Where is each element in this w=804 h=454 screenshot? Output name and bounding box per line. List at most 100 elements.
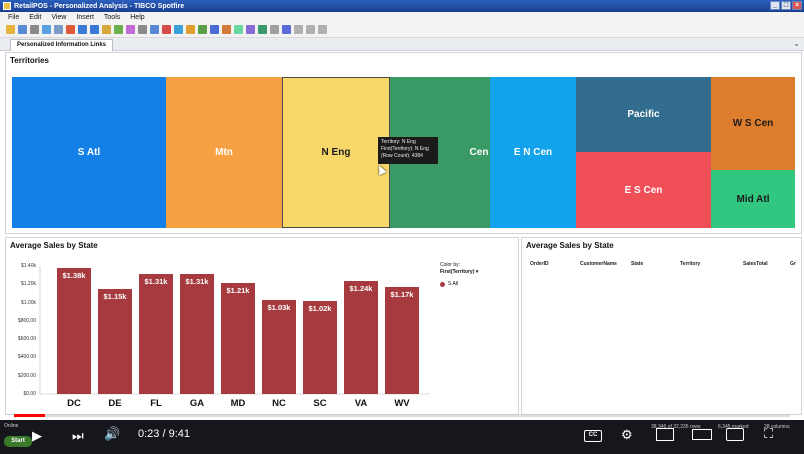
legend-color-by-select[interactable]: First(Territory) ▾: [440, 269, 479, 275]
y-tick-label: $200.00: [17, 372, 36, 379]
undo-icon[interactable]: [78, 25, 87, 34]
tooltip-line: Territory: N Eng: [381, 139, 416, 145]
pie-chart-icon[interactable]: [198, 25, 207, 34]
column-header-state[interactable]: State: [631, 261, 644, 267]
tooltip-line: First(Territory): N Eng: [381, 146, 429, 152]
treemap-cell-s-atl[interactable]: S Atl: [12, 77, 166, 228]
legend-item[interactable]: S Atl: [440, 281, 478, 287]
video-progress-fill: [14, 414, 46, 417]
line-chart-icon[interactable]: [174, 25, 183, 34]
menu-tools[interactable]: Tools: [103, 13, 121, 21]
treemap-cell-e-s-cen[interactable]: E S Cen: [576, 152, 711, 228]
table-panel: [521, 237, 802, 415]
bar-value-label: $1.15k: [103, 291, 127, 301]
theater-mode-icon[interactable]: [692, 429, 712, 440]
video-progress-bar[interactable]: [14, 414, 790, 417]
bar-ga[interactable]: [180, 274, 214, 394]
details-icon[interactable]: [114, 25, 123, 34]
bar-nc[interactable]: [262, 299, 296, 394]
layout-split-icon[interactable]: [306, 25, 315, 34]
bar-dc[interactable]: [57, 267, 91, 394]
app-icon: [3, 2, 11, 10]
cut-icon[interactable]: [66, 25, 75, 34]
text-area-icon[interactable]: [270, 25, 279, 34]
layout-stack-icon[interactable]: [318, 25, 327, 34]
bar-value-label: $1.31k: [185, 277, 209, 287]
menu-file[interactable]: File: [8, 13, 20, 21]
column-header-orderid[interactable]: OrderID: [530, 261, 549, 267]
scatter-plot-icon[interactable]: [210, 25, 219, 34]
tab-personalized-information-links[interactable]: Personalized Information Links: [10, 39, 114, 51]
column-header-territory[interactable]: Territory: [680, 261, 701, 267]
status-online: Online: [4, 423, 19, 429]
settings-icon[interactable]: [282, 25, 291, 34]
bar-sc[interactable]: [303, 300, 337, 394]
subtitles-button[interactable]: CC: [584, 430, 602, 442]
menu-edit[interactable]: Edit: [29, 13, 42, 21]
treemap-cell-pacific[interactable]: Pacific: [576, 77, 711, 152]
x-tick-label: FL: [150, 398, 162, 409]
menu-view[interactable]: View: [51, 13, 67, 21]
heat-map-icon[interactable]: [234, 25, 243, 34]
x-tick-label: WV: [394, 398, 410, 409]
y-tick-label: $1.20k: [20, 281, 36, 288]
play-icon[interactable]: ▶: [32, 428, 42, 443]
bar-md[interactable]: [221, 283, 255, 394]
open-icon[interactable]: [6, 25, 15, 34]
bar-value-label: $1.03k: [267, 302, 291, 312]
paste-icon[interactable]: [54, 25, 63, 34]
combo-chart-icon[interactable]: [186, 25, 195, 34]
treemap-cell-n-eng[interactable]: N Eng: [282, 77, 390, 228]
maximize-button[interactable]: □: [781, 1, 791, 10]
settings-gear-icon[interactable]: ⚙: [621, 427, 633, 442]
close-button[interactable]: ×: [792, 1, 802, 10]
treemap-cell-w-s-cen[interactable]: W S Cen: [711, 77, 795, 170]
next-icon[interactable]: ⏭: [72, 428, 84, 443]
save-icon[interactable]: [18, 25, 27, 34]
bookmark-icon[interactable]: [126, 25, 135, 34]
toolbar: [0, 22, 804, 38]
miniplayer-icon[interactable]: [656, 428, 674, 441]
status-columns: 28 columns: [764, 424, 790, 430]
bar-fl[interactable]: [139, 274, 173, 394]
bar-value-label: $1.38k: [62, 270, 86, 280]
x-tick-label: NC: [272, 398, 286, 409]
column-header-gr[interactable]: Gr: [790, 261, 796, 267]
treemap-tooltip: Territory: N Eng First(Territory): N Eng…: [378, 137, 438, 164]
bar-va[interactable]: [344, 280, 378, 394]
start-button[interactable]: Start: [4, 436, 32, 447]
bar-value-label: $1.21k: [226, 286, 250, 296]
menu-help[interactable]: Help: [130, 13, 145, 21]
column-header-customername[interactable]: CustomerName: [580, 261, 617, 267]
tab-menu-chevron-down-icon[interactable]: ⌄: [793, 39, 800, 48]
x-tick-label: VA: [354, 398, 368, 409]
crosstable-icon[interactable]: [150, 25, 159, 34]
volume-icon[interactable]: 🔊: [104, 426, 121, 441]
bar-chart-icon[interactable]: [162, 25, 171, 34]
y-tick-label: $600.00: [17, 336, 36, 343]
filter-icon[interactable]: [102, 25, 111, 34]
treemap-cell-mtn[interactable]: Mtn: [166, 77, 282, 228]
table-icon[interactable]: [138, 25, 147, 34]
parallel-coords-icon[interactable]: [246, 25, 255, 34]
table-title: Average Sales by State: [526, 241, 614, 250]
copy-icon[interactable]: [42, 25, 51, 34]
menu-insert[interactable]: Insert: [76, 13, 94, 21]
redo-icon[interactable]: [90, 25, 99, 34]
page-tabs: Personalized Information Links ⌄: [0, 38, 804, 51]
print-icon[interactable]: [30, 25, 39, 34]
bar-wv[interactable]: [385, 287, 419, 394]
layout-icon[interactable]: [294, 25, 303, 34]
treemap-cell-e-n-cen[interactable]: E N Cen: [490, 77, 576, 228]
column-header-salestotal[interactable]: SalesTotal: [743, 261, 768, 267]
minimize-button[interactable]: _: [770, 1, 780, 10]
cast-icon[interactable]: [726, 428, 744, 441]
map-icon[interactable]: [258, 25, 267, 34]
treemap-icon[interactable]: [222, 25, 231, 34]
tooltip-line: (Row Count): 4384: [381, 153, 423, 159]
video-time: 0:23 / 9:41: [138, 428, 190, 440]
bar-de[interactable]: [98, 288, 132, 394]
treemap-cell-mid-atl[interactable]: Mid Atl: [711, 170, 795, 228]
fullscreen-icon[interactable]: ⛶: [764, 426, 774, 441]
